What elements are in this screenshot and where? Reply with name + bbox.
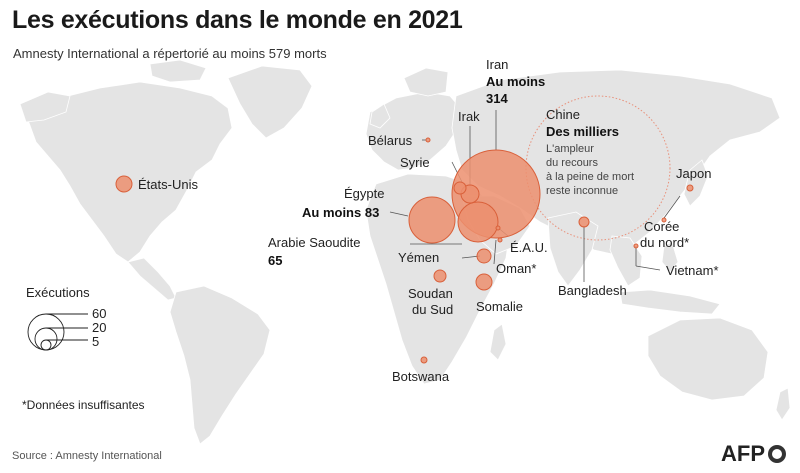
page-subtitle: Amnesty International a répertorié au mo… bbox=[13, 46, 327, 61]
bubble-oman bbox=[497, 237, 503, 243]
land-scandinavia bbox=[403, 67, 449, 97]
label-syrie: Syrie bbox=[400, 155, 430, 170]
leader-egypte bbox=[389, 211, 409, 217]
bubble-vietnam bbox=[633, 243, 639, 249]
land-uk bbox=[369, 103, 391, 129]
label-chine: Chine bbox=[546, 107, 580, 122]
label-chine-note-2: du recours bbox=[546, 157, 598, 169]
label-usa: États-Unis bbox=[138, 177, 198, 192]
legend-label-60: 60 bbox=[92, 306, 106, 321]
land-madagascar bbox=[489, 323, 507, 361]
bubble-botswana bbox=[420, 356, 428, 364]
legend-circle-20 bbox=[34, 327, 58, 351]
china-dotted-circle bbox=[525, 95, 671, 241]
source: Source : Amnesty International bbox=[12, 450, 162, 462]
leader-vietnam-h bbox=[635, 265, 661, 271]
bubble-japon bbox=[686, 184, 694, 192]
label-belarus: Bélarus bbox=[368, 133, 413, 148]
label-japon: Japon bbox=[676, 166, 711, 181]
legend-circle-60 bbox=[27, 313, 65, 351]
label-irak: Irak bbox=[458, 109, 480, 124]
legend-circle-5 bbox=[40, 339, 52, 351]
label-iran: Iran bbox=[486, 57, 508, 72]
page-title: Les exécutions dans le monde en 2021 bbox=[12, 6, 463, 34]
bubble-arabie bbox=[457, 201, 499, 243]
label-soudan-1: Soudan bbox=[408, 286, 453, 301]
bubble-syrie bbox=[453, 181, 467, 195]
land-indonesia bbox=[619, 289, 721, 315]
bubble-soudan bbox=[433, 269, 447, 283]
bubble-coree bbox=[661, 217, 667, 223]
bubble-somalie bbox=[475, 273, 493, 291]
afp-logo-icon bbox=[768, 445, 786, 463]
label-yemen: Yémen bbox=[398, 250, 439, 265]
land-central-america bbox=[127, 257, 177, 301]
footnote: *Données insuffisantes bbox=[22, 398, 145, 412]
land-japan bbox=[683, 159, 709, 207]
land-new-zealand bbox=[775, 387, 791, 421]
bubble-usa bbox=[115, 175, 133, 193]
land-australia bbox=[647, 317, 769, 401]
bubble-eau bbox=[495, 225, 501, 231]
legend: 60 20 5 bbox=[27, 306, 106, 351]
bubble-bangladesh bbox=[578, 216, 590, 228]
execution-bubbles bbox=[115, 137, 694, 364]
label-iran-value-2: 314 bbox=[486, 91, 508, 106]
label-chine-note-1: L'ampleur bbox=[546, 143, 594, 155]
label-egypte-value: Au moins 83 bbox=[302, 205, 379, 220]
legend-label-5: 5 bbox=[92, 334, 99, 349]
leader-oman bbox=[493, 239, 497, 265]
land-greenland bbox=[227, 65, 313, 139]
label-arabie-value: 65 bbox=[268, 253, 282, 268]
afp-logo-text: AFP bbox=[721, 441, 765, 466]
label-vietnam: Vietnam* bbox=[666, 263, 719, 278]
label-oman: Oman* bbox=[496, 261, 536, 276]
bubble-egypte bbox=[408, 196, 456, 244]
legend-label-20: 20 bbox=[92, 320, 106, 335]
label-eau: É.A.U. bbox=[510, 240, 548, 255]
label-chine-note-4: reste inconnue bbox=[546, 185, 618, 197]
label-iran-value-1: Au moins bbox=[486, 74, 545, 89]
label-somalie: Somalie bbox=[476, 299, 523, 314]
land-alaska bbox=[19, 91, 71, 123]
land-arctic-islands bbox=[149, 59, 207, 83]
label-egypte: Égypte bbox=[344, 186, 384, 201]
label-soudan-2: du Sud bbox=[412, 302, 453, 317]
land-north-america bbox=[27, 81, 233, 263]
label-bangladesh: Bangladesh bbox=[558, 283, 627, 298]
label-coree-1: Corée bbox=[644, 219, 679, 234]
land-philippines bbox=[661, 241, 679, 273]
legend-title: Exécutions bbox=[26, 285, 90, 300]
label-coree-2: du nord* bbox=[640, 235, 689, 250]
label-arabie: Arabie Saoudite bbox=[268, 235, 361, 250]
bubble-yemen bbox=[476, 248, 492, 264]
land-south-america bbox=[169, 285, 271, 445]
land-india bbox=[547, 211, 599, 287]
land-se-asia bbox=[609, 235, 643, 287]
afp-logo: AFP bbox=[721, 441, 786, 467]
label-chine-note-3: à la peine de mort bbox=[546, 171, 634, 183]
label-chine-value: Des milliers bbox=[546, 124, 619, 139]
bubble-belarus bbox=[425, 137, 431, 143]
leader-coree bbox=[663, 195, 681, 219]
label-botswana: Botswana bbox=[392, 369, 450, 384]
